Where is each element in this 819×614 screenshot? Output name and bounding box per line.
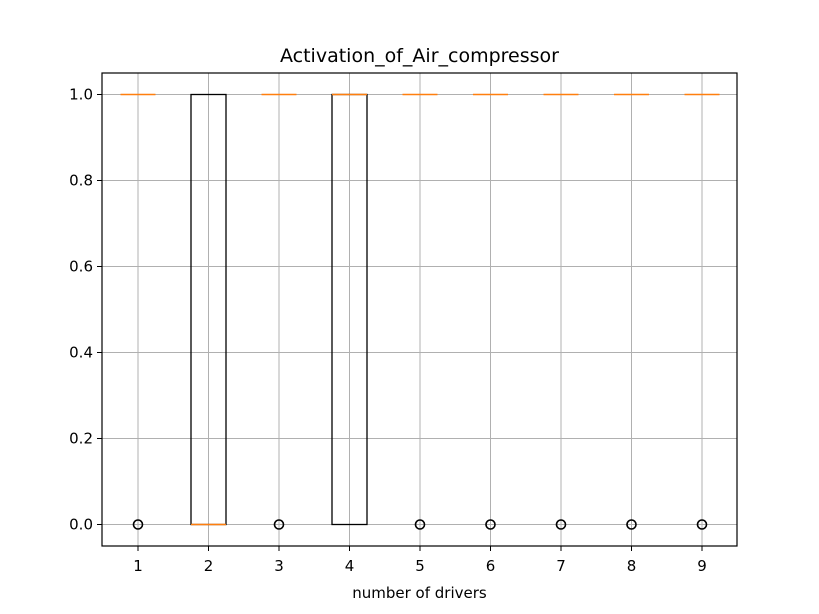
x-tick-label: 7 — [556, 557, 566, 575]
x-tick-label: 1 — [133, 557, 143, 575]
x-tick-label: 4 — [345, 557, 355, 575]
x-tick-label: 5 — [415, 557, 425, 575]
flier-point-7 — [555, 519, 567, 530]
box-layer — [120, 93, 720, 530]
x-tick-label: 3 — [274, 557, 284, 575]
flier-point-9 — [696, 519, 708, 530]
y-tick-label: 0.6 — [69, 258, 93, 276]
x-tick-label: 8 — [627, 557, 637, 575]
y-tick-label: 0.8 — [69, 172, 93, 190]
y-tick-label: 0.4 — [69, 344, 93, 362]
flier-point-5 — [414, 519, 426, 530]
tick-layer: 1 2 3 4 5 6 7 8 9 0.0 0.2 0.4 0.6 0.8 1.0 — [69, 86, 707, 576]
flier-point-3 — [273, 519, 285, 530]
flier-point-8 — [626, 519, 637, 530]
flier-point-6 — [485, 519, 496, 530]
x-axis-label: number of drivers — [352, 584, 487, 602]
y-tick-label: 0.0 — [69, 516, 93, 534]
y-tick-label: 1.0 — [69, 86, 93, 104]
x-tick-label: 2 — [204, 557, 214, 575]
x-tick-label: 6 — [486, 557, 496, 575]
flier-point-1 — [132, 519, 144, 530]
grid-layer — [102, 73, 737, 546]
y-tick-label: 0.2 — [69, 430, 93, 448]
x-tick-label: 9 — [697, 557, 707, 575]
chart-title: Activation_of_Air_compressor — [280, 45, 559, 67]
